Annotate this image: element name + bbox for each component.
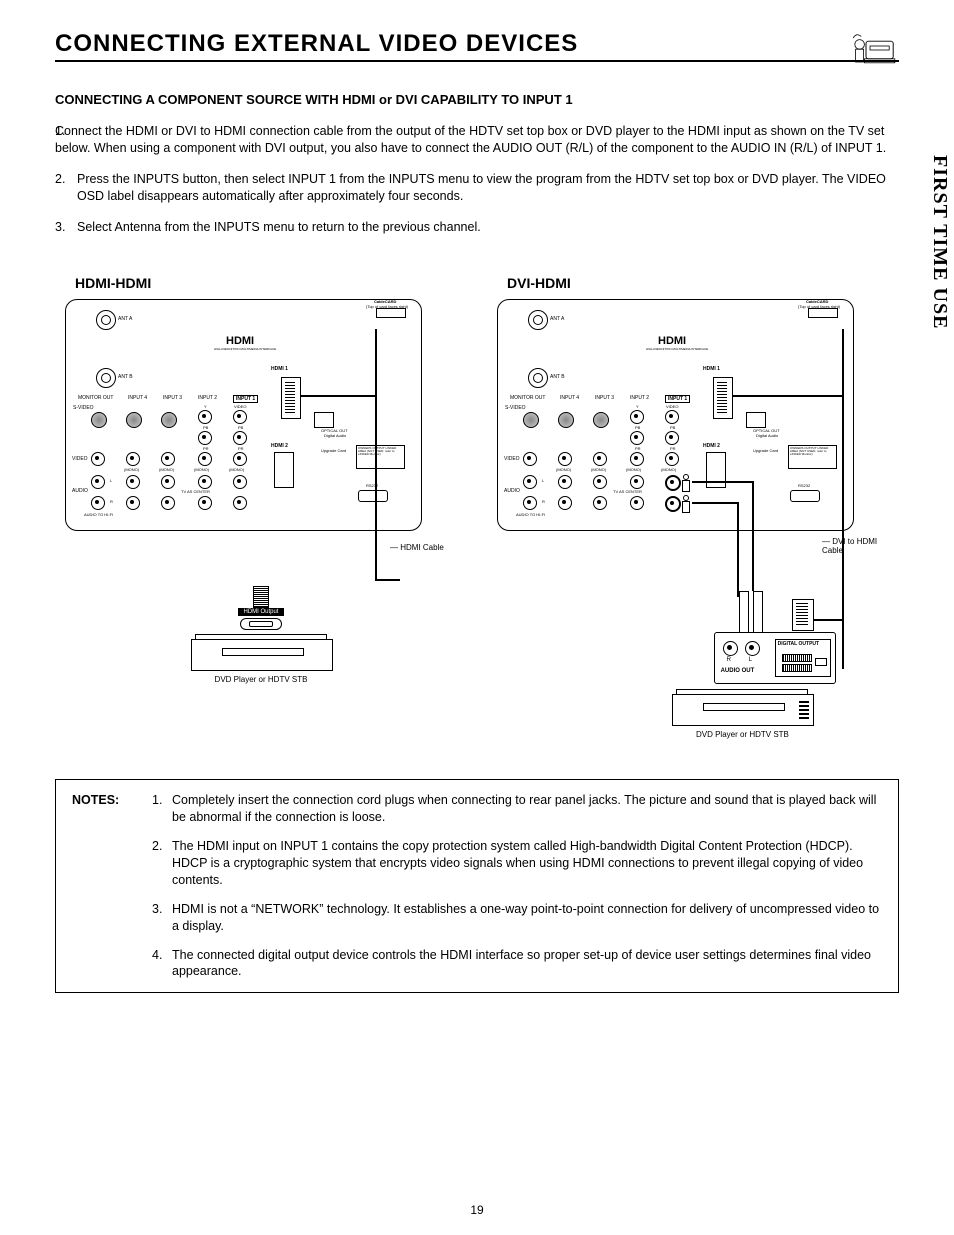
instr-num: 3. <box>55 219 77 236</box>
note-text: HDMI is not a “NETWORK” technology. It e… <box>172 901 882 935</box>
instr-text: Select Antenna from the INPUTS menu to r… <box>77 219 899 236</box>
diagram-title: HDMI-HDMI <box>75 275 467 291</box>
dvd-player: HDMI Output DVD Player or HDTV STB <box>191 586 331 684</box>
side-tab-label: FIRST TIME USE <box>928 155 951 329</box>
note-num: 3. <box>152 901 172 935</box>
instr-text: Press the INPUTS button, then select INP… <box>77 171 899 205</box>
diagram-title: DVI-HDMI <box>507 275 899 291</box>
tv-back-panel: CableCARD (Top of card faces right) ANT … <box>65 299 422 531</box>
page-illustration-icon <box>849 30 899 70</box>
note-text: The connected digital output device cont… <box>172 947 882 981</box>
tv-back-panel: CableCARD (Top of card faces right) ANT … <box>497 299 854 531</box>
instruction-list: 1. Connect the HDMI or DVI to HDMI conne… <box>55 123 899 235</box>
dvd-player: DVD Player or HDTV STB <box>672 689 812 739</box>
notes-heading: NOTES: <box>72 792 152 980</box>
audio-output-panel: R L AUDIO OUT DIGITAL OUTPUT <box>714 632 836 684</box>
notes-box: NOTES: 1.Completely insert the connectio… <box>55 779 899 993</box>
instr-text: Connect the HDMI or DVI to HDMI connecti… <box>55 123 899 157</box>
note-num: 4. <box>152 947 172 981</box>
page-title: CONNECTING EXTERNAL VIDEO DEVICES <box>55 30 578 58</box>
instr-num: 2. <box>55 171 77 205</box>
note-num: 1. <box>152 792 172 826</box>
diagram-dvi-hdmi: DVI-HDMI CableCARD (Top of card faces ri… <box>487 275 899 739</box>
note-text: The HDMI input on INPUT 1 contains the c… <box>172 838 882 889</box>
section-heading: CONNECTING A COMPONENT SOURCE WITH HDMI … <box>55 92 899 107</box>
page-number: 19 <box>0 1203 954 1217</box>
note-text: Completely insert the connection cord pl… <box>172 792 882 826</box>
diagram-hdmi-hdmi: HDMI-HDMI CableCARD (Top of card faces r… <box>55 275 467 739</box>
note-num: 2. <box>152 838 172 889</box>
